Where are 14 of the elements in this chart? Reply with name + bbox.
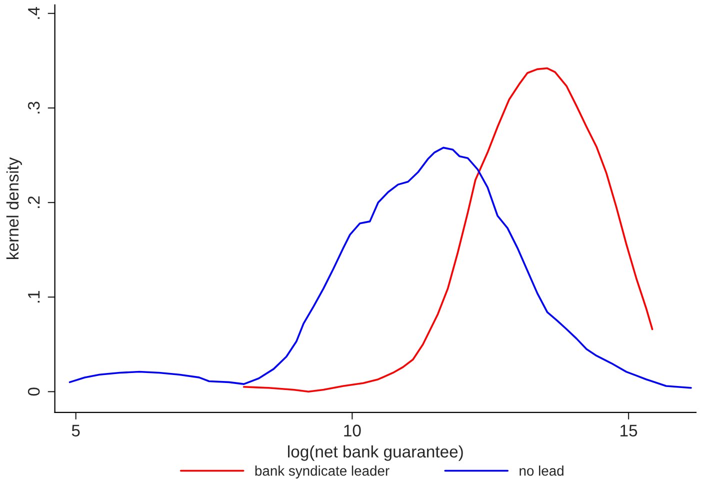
- y-tick-label: 0: [28, 388, 40, 396]
- x-tick-label: 15: [620, 424, 638, 436]
- y-tick-label: .3: [28, 102, 40, 114]
- y-tick-label: .4: [28, 6, 40, 19]
- line-series: [242, 67, 654, 393]
- x-tick-label: 10: [344, 424, 361, 436]
- legend-label: no lead: [520, 466, 564, 476]
- line-series: [68, 146, 692, 389]
- x-tick-label: 5: [72, 424, 80, 436]
- y-tick-label: .1: [28, 290, 40, 303]
- x-axis-title: log(net bank guarantee): [288, 445, 463, 461]
- legend-label: bank syndicate leader: [255, 466, 390, 478]
- y-tick-label: .2: [28, 196, 40, 208]
- y-axis-title: kernel density: [6, 157, 22, 259]
